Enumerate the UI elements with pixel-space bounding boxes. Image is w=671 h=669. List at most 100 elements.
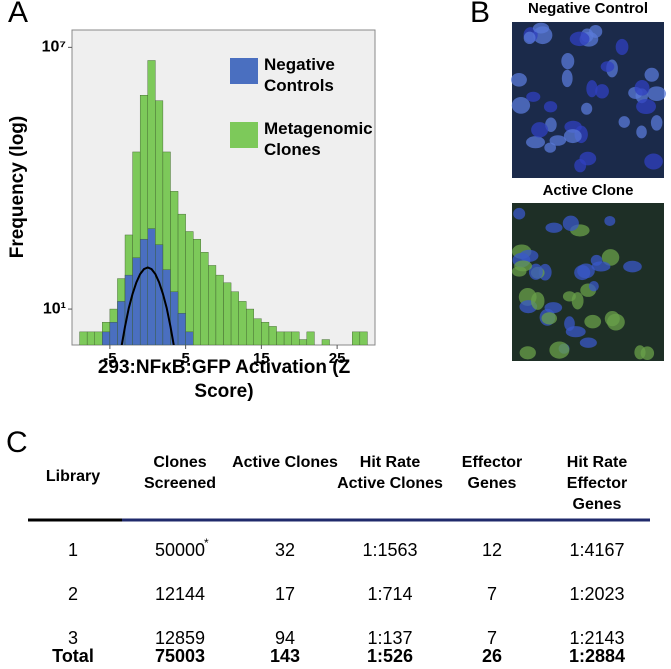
table-cell: 1:2023 (569, 584, 625, 604)
total-cell: 1:526 (366, 646, 414, 666)
column-header: Effector Genes (461, 454, 523, 492)
total-cell: Total (52, 646, 94, 666)
bar (192, 238, 201, 345)
bar (230, 291, 239, 345)
x-tick-label: -5 (103, 350, 116, 367)
legend-swatch (230, 122, 258, 148)
cell (601, 249, 620, 266)
column-header: Clones Screened (143, 454, 217, 492)
column-header: Hit Rate Effector Genes (566, 454, 628, 513)
cell (549, 341, 570, 359)
x-tick-label: 25 (329, 350, 346, 367)
cell (623, 260, 642, 273)
cell (604, 215, 616, 226)
table-cell: 12859 (154, 628, 206, 648)
legend-swatch (230, 58, 258, 84)
total-cell: 75003 (154, 646, 206, 666)
cell (531, 292, 545, 310)
bar (253, 318, 262, 345)
cell (634, 80, 650, 96)
cell (562, 291, 576, 302)
bar (321, 339, 330, 345)
bar (200, 252, 209, 345)
cell (544, 302, 563, 314)
cell (523, 31, 536, 45)
cell (545, 222, 563, 233)
cell (644, 153, 663, 170)
cell (615, 38, 629, 56)
table-cell: 3 (67, 628, 78, 648)
table-cell: 7 (486, 628, 497, 648)
bar (246, 308, 255, 345)
cell (590, 254, 603, 266)
bar (177, 313, 186, 345)
cell (526, 136, 545, 149)
cell (636, 125, 647, 139)
table-cell: 2 (67, 584, 78, 604)
panel-letter: B (470, 0, 491, 29)
bar (86, 331, 95, 345)
bar (268, 326, 277, 345)
panel-letter: A (8, 0, 29, 29)
cell (588, 281, 599, 292)
bar (283, 331, 292, 345)
bar (102, 331, 111, 345)
cell (636, 98, 657, 115)
cell (531, 122, 549, 138)
micrograph (512, 203, 664, 361)
cell (574, 265, 591, 281)
cell (644, 67, 659, 82)
total-cell: 143 (269, 646, 301, 666)
bar (215, 274, 224, 345)
bar (132, 257, 141, 345)
cell (579, 151, 597, 166)
cell (581, 102, 593, 115)
bar (261, 321, 270, 345)
table-cell: 32 (274, 540, 296, 560)
cell (586, 80, 598, 98)
cell (565, 326, 586, 338)
bar (185, 331, 194, 345)
cell (526, 91, 541, 102)
cell (541, 312, 558, 325)
fit-curve (120, 266, 175, 345)
cell (640, 346, 655, 361)
table-cell: 17 (274, 584, 296, 604)
table-cell: 1 (67, 540, 78, 560)
cell (544, 142, 557, 153)
table-cell: 7 (486, 584, 497, 604)
x-tick-label: 5 (181, 350, 189, 367)
cell (561, 53, 575, 70)
legend-label: Negative Controls (264, 55, 335, 95)
panel-letter: C (6, 426, 28, 459)
table-cell: 12 (481, 540, 503, 560)
total-cell: 26 (481, 646, 503, 666)
table-cell: 12144 (154, 584, 206, 604)
bar (223, 282, 232, 345)
cell (569, 31, 590, 47)
cell (595, 84, 609, 99)
cell (528, 263, 543, 280)
bar (299, 339, 308, 345)
table-cell: 1:137 (367, 628, 413, 648)
bar (155, 244, 164, 345)
cell (650, 115, 663, 131)
bar (306, 331, 315, 345)
cell (584, 314, 602, 329)
table-cell: 1:714 (367, 584, 413, 604)
table-cell: 1:1563 (362, 540, 418, 560)
bar (238, 301, 247, 345)
y-tick-label: 10⁷ (42, 39, 66, 56)
y-tick-label: 10¹ (43, 300, 66, 317)
table-cell: 1:2143 (569, 628, 625, 648)
cell (519, 346, 536, 360)
legend-label: Metagenomic Clones (264, 119, 373, 159)
cell (563, 129, 582, 144)
cell (618, 116, 630, 128)
bar (359, 331, 368, 345)
table-cell: 94 (274, 628, 296, 648)
table-cell: 50000 (154, 540, 206, 560)
bar (208, 265, 217, 345)
